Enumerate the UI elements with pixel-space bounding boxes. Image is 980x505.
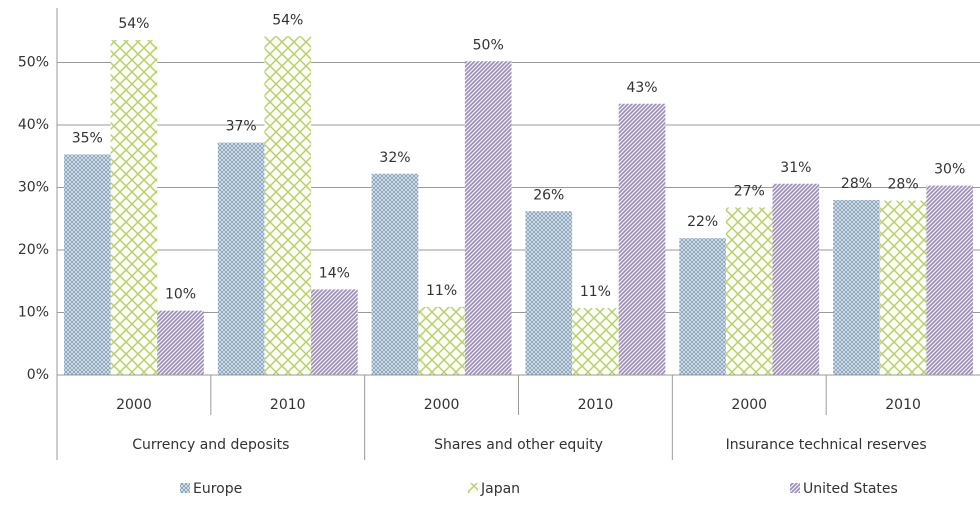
bar	[772, 183, 820, 375]
legend-label: Japan	[480, 481, 520, 497]
bar	[833, 200, 880, 375]
value-label: 28%	[841, 176, 872, 192]
value-label: 31%	[780, 160, 811, 176]
value-label: 10%	[165, 287, 196, 303]
value-label: 28%	[888, 177, 919, 193]
x-tick-label: 2010	[578, 397, 614, 413]
bar	[110, 40, 158, 375]
value-label: 11%	[426, 283, 457, 299]
x-tick-label: 2000	[731, 397, 767, 413]
legend-swatch	[468, 483, 478, 493]
legend-label: Europe	[193, 481, 242, 497]
value-label: 30%	[934, 162, 965, 178]
value-label: 11%	[580, 284, 611, 300]
x-tick-label: 2000	[116, 397, 152, 413]
bar	[371, 173, 419, 375]
legend-label: United States	[803, 481, 898, 497]
bar	[725, 207, 773, 375]
bar	[464, 61, 512, 375]
value-label: 26%	[533, 187, 564, 203]
bar	[418, 306, 465, 375]
y-tick-label: 10%	[18, 305, 49, 321]
bar	[217, 142, 265, 375]
y-tick-label: 40%	[18, 117, 49, 133]
group-label: Insurance technical reserves	[726, 437, 927, 453]
value-label: 14%	[319, 265, 350, 281]
legend-swatch	[180, 483, 190, 493]
value-label: 35%	[72, 130, 103, 146]
legend-swatch	[790, 483, 800, 493]
bar	[618, 103, 666, 375]
value-label: 32%	[379, 150, 410, 166]
bar	[679, 238, 726, 375]
bar	[926, 185, 973, 375]
value-label: 54%	[118, 16, 149, 32]
value-label: 54%	[272, 12, 303, 28]
value-label: 27%	[734, 184, 765, 200]
group-label: Shares and other equity	[434, 437, 603, 453]
group-label: Currency and deposits	[132, 437, 289, 453]
bar	[64, 154, 111, 375]
bar	[157, 310, 204, 375]
y-tick-label: 0%	[27, 367, 49, 383]
y-tick-label: 20%	[18, 242, 49, 258]
y-tick-label: 50%	[18, 55, 49, 71]
bar	[311, 289, 358, 375]
bar	[525, 211, 573, 375]
bar	[879, 200, 927, 375]
x-tick-label: 2010	[885, 397, 921, 413]
value-label: 22%	[687, 214, 718, 230]
value-label: 37%	[226, 119, 257, 135]
x-tick-label: 2000	[424, 397, 460, 413]
y-tick-label: 30%	[18, 180, 49, 196]
value-label: 50%	[473, 37, 504, 53]
bar	[264, 36, 312, 375]
x-tick-label: 2010	[270, 397, 306, 413]
value-label: 43%	[626, 80, 657, 96]
bar	[572, 308, 619, 375]
